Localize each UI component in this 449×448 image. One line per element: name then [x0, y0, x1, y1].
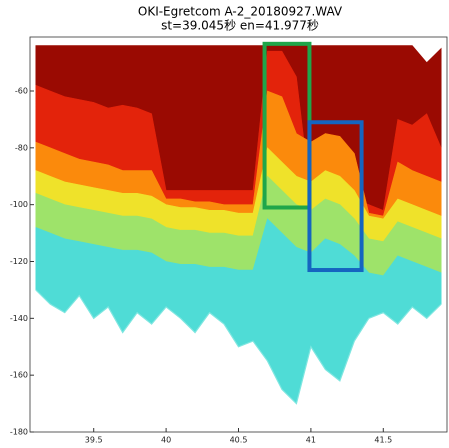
chart-title: OKI-Egretcom A-2_20180927.WAV — [138, 5, 343, 19]
y-tick-label: -140 — [10, 314, 28, 323]
y-tick-label: -60 — [15, 86, 28, 95]
x-tick-label: 40 — [161, 436, 171, 445]
y-tick-label: -80 — [15, 143, 28, 152]
y-tick-label: -100 — [10, 200, 28, 209]
y-tick-label: -180 — [10, 428, 28, 437]
x-tick-label: 40.5 — [230, 436, 248, 445]
y-tick-label: -160 — [10, 371, 28, 380]
x-tick-label: 41 — [306, 436, 316, 445]
x-tick-label: 41.5 — [374, 436, 392, 445]
y-tick-label: -120 — [10, 257, 28, 266]
x-tick-label: 39.5 — [85, 436, 103, 445]
chart-subtitle: st=39.045秒 en=41.977秒 — [161, 19, 319, 33]
spectrum-line — [35, 289, 442, 405]
highlight-box — [307, 120, 364, 273]
